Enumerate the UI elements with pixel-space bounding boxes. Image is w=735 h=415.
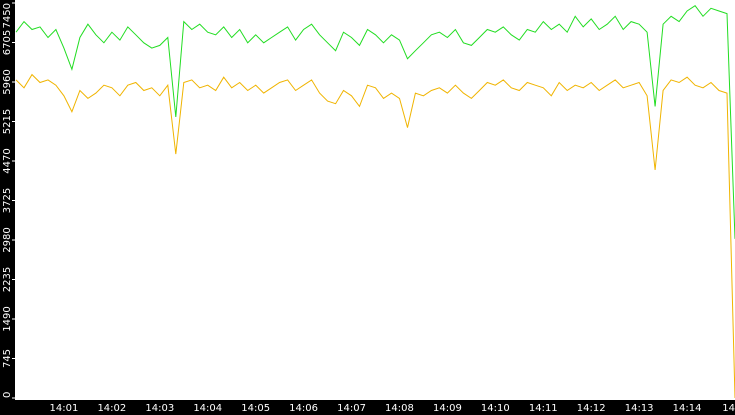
x-tick-label: 14:07 — [337, 403, 366, 414]
y-tick-label: 745 — [2, 349, 13, 368]
x-tick-label: 14:01 — [50, 403, 79, 414]
y-tick-label: 1490 — [2, 306, 13, 331]
x-tick-label: 14:04 — [193, 403, 222, 414]
x-tick-label: 14:08 — [385, 403, 414, 414]
y-tick-label: 5215 — [2, 109, 13, 134]
x-tick-label: 14:09 — [433, 403, 462, 414]
series-line — [15, 73, 735, 399]
x-tick-label: 14:03 — [145, 403, 174, 414]
y-tick-label: 6705 — [2, 30, 13, 55]
x-tick-label: 14:05 — [241, 403, 270, 414]
series-line — [15, 5, 735, 239]
x-tick-label: 14:10 — [481, 403, 510, 414]
y-tick-label: 5960 — [2, 69, 13, 94]
y-tick-label: 7450 — [2, 3, 13, 28]
y-tick-label: 0 — [2, 392, 13, 398]
x-tick-label: 14 — [722, 403, 735, 414]
x-tick-label: 14:11 — [529, 403, 558, 414]
x-tick-label: 14:06 — [289, 403, 318, 414]
x-tick-label: 14:02 — [97, 403, 126, 414]
y-tick-label: 3725 — [2, 188, 13, 213]
x-tick-label: 14:13 — [625, 403, 654, 414]
x-tick-label: 14:12 — [577, 403, 606, 414]
x-tick-label: 14:14 — [673, 403, 702, 414]
plot-area — [15, 0, 735, 400]
y-tick-label: 4470 — [2, 148, 13, 173]
y-tick-label: 2980 — [2, 227, 13, 252]
y-tick-label: 2235 — [2, 267, 13, 292]
